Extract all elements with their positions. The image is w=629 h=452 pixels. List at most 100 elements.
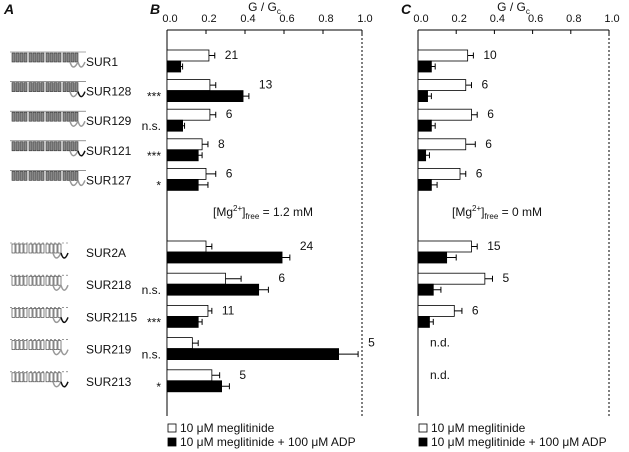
loop — [52, 381, 62, 388]
helix — [40, 141, 45, 152]
helix — [23, 275, 28, 286]
panel-label: B — [150, 1, 160, 17]
helix — [57, 82, 62, 92]
bar — [166, 337, 193, 350]
annotation-part: ] — [481, 205, 484, 219]
loop — [77, 120, 86, 127]
bar — [166, 79, 211, 91]
loop — [60, 252, 69, 259]
helix — [11, 171, 16, 181]
helix — [28, 243, 33, 254]
category-label: SUR1 — [86, 55, 118, 69]
loop — [60, 349, 69, 356]
bar — [166, 283, 260, 296]
helix — [28, 372, 33, 383]
bar — [417, 167, 461, 180]
helix — [36, 275, 41, 286]
helix — [32, 171, 37, 181]
helix — [32, 308, 37, 318]
n-label: 11 — [222, 303, 235, 317]
topology-icon — [10, 140, 86, 157]
helix — [11, 82, 16, 92]
annotation: [Mg2+]free = 1.2 mM — [213, 204, 313, 221]
annotation-part: free — [245, 212, 259, 221]
helix — [57, 340, 62, 350]
helix — [11, 111, 16, 122]
bar — [417, 108, 472, 121]
helix — [23, 372, 28, 383]
loop — [69, 180, 79, 187]
error-bar — [225, 275, 242, 282]
loop — [77, 61, 86, 68]
helix — [36, 111, 41, 122]
x-axis-title-sub: c — [277, 7, 281, 16]
helix — [23, 243, 28, 254]
loop — [52, 284, 62, 291]
helix — [45, 141, 50, 152]
bar — [166, 60, 182, 73]
helix — [36, 308, 41, 318]
bar — [417, 283, 434, 296]
helix — [62, 141, 67, 152]
helix — [28, 82, 33, 92]
helix — [49, 82, 54, 92]
bar — [166, 380, 222, 393]
panel-label: C — [401, 1, 412, 17]
legend-swatch — [418, 423, 428, 433]
helix — [19, 372, 24, 383]
helix — [23, 82, 28, 92]
n-label: 6 — [226, 107, 233, 121]
helix — [19, 82, 24, 92]
x-axis-title: G / Gc — [248, 0, 281, 16]
x-tick-label: 0.0 — [413, 13, 428, 25]
loop — [69, 91, 79, 98]
bar — [166, 90, 244, 102]
error-bar — [471, 111, 478, 118]
helix — [49, 141, 54, 152]
error-bar — [433, 286, 442, 293]
helix — [66, 111, 71, 122]
loop — [52, 252, 62, 259]
legend-label: 10 μM meglitinide + 100 μM ADP — [180, 435, 356, 449]
n-label: 6 — [481, 78, 488, 92]
topology-icon — [10, 339, 69, 356]
helix — [23, 111, 28, 122]
error-bar — [431, 122, 436, 129]
helix — [57, 308, 62, 318]
bar — [417, 60, 432, 73]
annotation-part: = 0 mM — [498, 205, 542, 219]
loop — [52, 349, 62, 356]
helix — [36, 52, 41, 63]
helix — [32, 340, 37, 350]
annotation-part: = 1.2 mM — [259, 205, 313, 219]
helix — [11, 243, 16, 254]
topology-icon — [10, 274, 69, 291]
legend-label: 10 μM meglitinide — [180, 421, 275, 435]
error-bar — [431, 63, 436, 70]
helix — [19, 340, 24, 350]
helix — [62, 52, 67, 63]
error-bar — [198, 181, 209, 188]
helix — [74, 171, 79, 181]
helix — [53, 340, 58, 350]
helix — [32, 243, 37, 254]
n-label: 5 — [368, 336, 375, 350]
significance-label: * — [156, 380, 161, 394]
n-label: 6 — [487, 107, 494, 121]
helix — [45, 275, 50, 286]
helix — [11, 340, 16, 350]
helix — [49, 111, 54, 122]
error-bar — [207, 307, 213, 314]
x-tick-label: 0.0 — [162, 13, 177, 25]
significance-label: * — [156, 178, 161, 192]
topology-icon — [10, 110, 86, 127]
helix — [40, 372, 45, 383]
category-label: SUR219 — [86, 343, 132, 357]
error-bar — [180, 63, 184, 70]
helix — [70, 82, 75, 92]
annotation: [Mg2+]free = 0 mM — [452, 204, 542, 221]
helix — [53, 275, 58, 286]
x-axis-title-text: G / G — [248, 0, 277, 14]
helix — [40, 308, 45, 318]
